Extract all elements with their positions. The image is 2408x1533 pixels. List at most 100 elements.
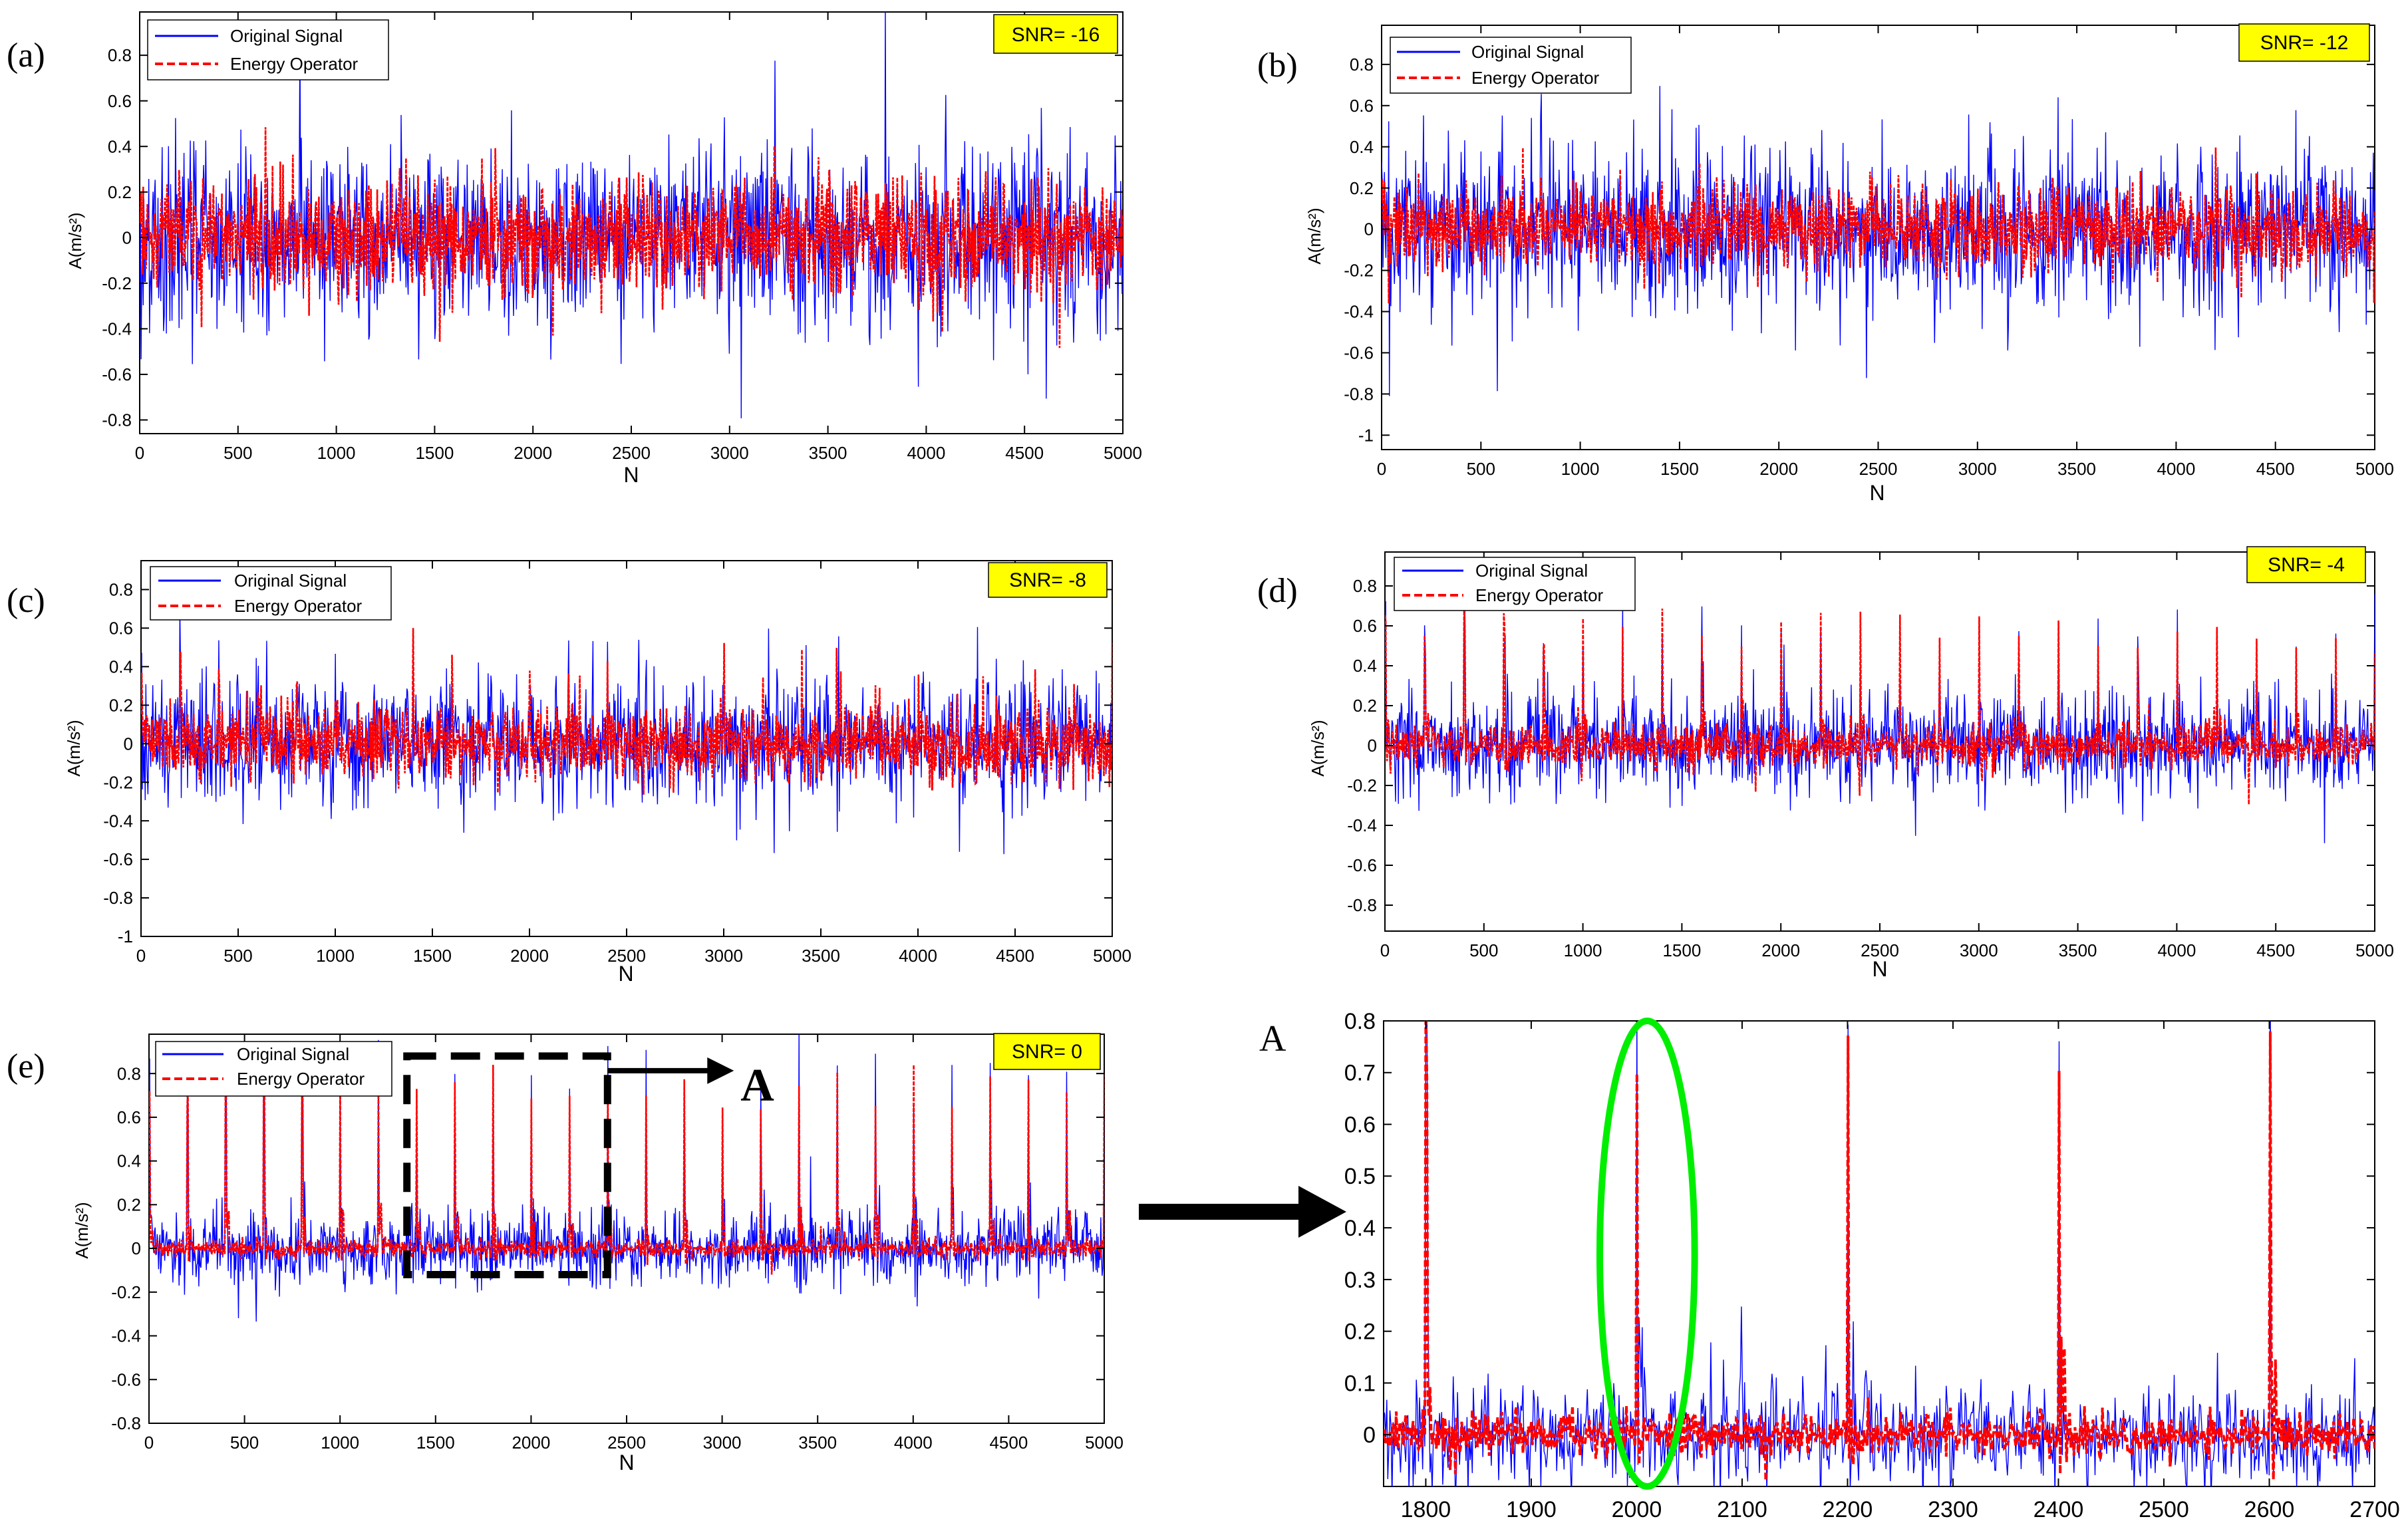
y-tick-label: 0.6	[1350, 96, 1374, 116]
panel-d-legend	[1394, 557, 1636, 611]
x-tick-label: 1000	[1561, 459, 1600, 479]
x-tick-label: 4500	[989, 1433, 1028, 1453]
y-tick-label: -0.4	[103, 811, 133, 831]
x-tick-label: 2000	[510, 946, 549, 966]
panel-d-series	[1385, 593, 2375, 843]
zoom-ticks: 1800 1900 2000 2100 2200 2300 2400 2500 2600 2700…	[1344, 1009, 2400, 1522]
panel-a-snr: SNR= -16	[1012, 24, 1100, 46]
x-tick-label: 2500	[607, 1433, 646, 1453]
y-tick-label: 0.4	[117, 1151, 141, 1171]
x-tick-label: 3000	[703, 1433, 742, 1453]
series-original-signal	[141, 608, 1112, 855]
panel-a-chart: (a) 0 500 1000 1500 2000 2500 3000 3500 4000 4500…	[7, 11, 1142, 487]
panel-d-ticks: 0 500 1000 1500 2000 2500 3000 3500 4000 4500 5000…	[1347, 552, 2394, 960]
series-energy-operator	[141, 628, 1112, 795]
x-tick-label: 1000	[1564, 940, 1602, 960]
y-tick-label: 0.7	[1344, 1061, 1376, 1086]
y-tick-label: -0.8	[111, 1413, 141, 1433]
panel-b-legend-original: Original Signal	[1471, 42, 1584, 62]
y-tick-label: -0.8	[1344, 384, 1374, 404]
zoom-plot-area	[1383, 1020, 2375, 1487]
zoom-box-arrowhead	[707, 1057, 734, 1084]
series-original-signal	[149, 1034, 1104, 1322]
y-tick-label: -0.2	[102, 273, 132, 293]
panel-b-snr: SNR= -12	[2260, 32, 2349, 54]
x-tick-label: 1000	[317, 443, 356, 463]
panel-c-legend-original: Original Signal	[234, 571, 347, 591]
y-tick-label: -0.4	[111, 1326, 141, 1346]
panel-b-chart: (b) 0 500 1000 1500 2000 2500 3000 3500 4000 4500…	[1257, 23, 2394, 505]
y-tick-label: 0.6	[108, 91, 132, 111]
series-energy-operator	[1384, 1021, 2375, 1481]
y-tick-label: -0.6	[111, 1369, 141, 1389]
y-tick-label: 0	[122, 227, 132, 247]
zoom-region-marker: A	[403, 1052, 774, 1279]
y-tick-label: 0.6	[1353, 616, 1377, 636]
panel-e-legend	[155, 1041, 392, 1097]
zoom-series	[1384, 1021, 2375, 1486]
panel-c-series	[141, 608, 1112, 855]
panel-b-ticks: 0 500 1000 1500 2000 2500 3000 3500 4000 4500 5000…	[1344, 25, 2394, 479]
x-tick-label: 0	[1380, 940, 1390, 960]
panel-b-legend-energy: Energy Operator	[1471, 68, 1600, 88]
x-tick-label: 500	[230, 1433, 259, 1453]
y-tick-label: -0.8	[103, 888, 133, 908]
y-tick-label: 0.2	[1344, 1320, 1376, 1345]
y-tick-label: 0.6	[109, 619, 133, 638]
x-tick-label: 1500	[415, 443, 454, 463]
zoom-box	[403, 1052, 611, 1279]
y-tick-label: -0.2	[1347, 775, 1377, 795]
y-tick-label: 0	[132, 1238, 141, 1258]
panel-c-ylabel: A(m/s²)	[64, 720, 84, 776]
x-tick-label: 2100	[1717, 1497, 1767, 1522]
series-energy-operator	[1382, 147, 2375, 304]
highlight-ellipse-shape	[1596, 1018, 1698, 1490]
panel-e-chart: (e) 0 500 1000 1500 2000 2500 3000 3500 4000 4500…	[7, 1033, 1124, 1474]
x-tick-label: 500	[224, 443, 252, 463]
panel-e-snr: SNR= 0	[1012, 1041, 1082, 1063]
y-tick-label: -0.4	[1347, 815, 1377, 835]
y-tick-label: 0.1	[1344, 1371, 1376, 1396]
x-tick-label: 2000	[1759, 459, 1798, 479]
x-tick-label: 2000	[512, 1433, 550, 1453]
x-tick-label: 500	[224, 946, 252, 966]
y-tick-label: 0.6	[1344, 1112, 1376, 1137]
x-tick-label: 1000	[321, 1433, 359, 1453]
panel-a-ylabel: A(m/s²)	[65, 212, 85, 269]
y-tick-label: 0.4	[109, 656, 133, 676]
panel-b-xlabel: N	[1869, 481, 1884, 505]
panel-a-series	[140, 12, 1123, 419]
x-tick-label: 3000	[1960, 940, 1998, 960]
x-tick-label: 1900	[1506, 1497, 1557, 1522]
x-tick-label: 2000	[1761, 940, 1800, 960]
y-tick-label: 0.8	[117, 1063, 141, 1083]
panel-d-ylabel: A(m/s²)	[1308, 720, 1328, 776]
panel-e-ticks: 0 500 1000 1500 2000 2500 3000 3500 4000 4500 5000…	[111, 1034, 1124, 1453]
panel-b-series	[1382, 86, 2375, 396]
x-tick-label: 3500	[809, 443, 847, 463]
series-energy-operator	[1385, 598, 2375, 805]
panel-a-xlabel: N	[623, 463, 639, 487]
series-energy-operator	[149, 1064, 1104, 1275]
x-tick-label: 4500	[996, 946, 1034, 966]
series-energy-operator	[140, 127, 1123, 348]
y-tick-label: -1	[1358, 425, 1374, 445]
zoom-panel-label: A	[1259, 1018, 1286, 1059]
panel-b-ylabel: A(m/s²)	[1304, 208, 1324, 264]
y-tick-label: -0.6	[1344, 343, 1374, 363]
panel-c-snr: SNR= -8	[1009, 569, 1086, 591]
series-original-signal	[1385, 593, 2375, 843]
panel-d-label: (d)	[1257, 572, 1298, 610]
x-tick-label: 5000	[1085, 1433, 1124, 1453]
panel-a-ticks: 0 500 1000 1500 2000 2500 3000 3500 4000 4500 5000…	[102, 12, 1142, 463]
x-tick-label: 3000	[704, 946, 743, 966]
zoom-arrow	[1139, 1186, 1346, 1238]
y-tick-label: 0.8	[1353, 576, 1377, 596]
x-tick-label: 2600	[2244, 1497, 2295, 1522]
y-tick-label: -0.2	[111, 1282, 141, 1302]
panel-d-legend-energy: Energy Operator	[1475, 585, 1604, 605]
y-tick-label: 0.4	[1344, 1216, 1376, 1241]
panel-d-legend-original: Original Signal	[1475, 561, 1588, 581]
y-tick-label: -0.4	[1344, 302, 1374, 322]
y-tick-label: 0.4	[1350, 137, 1374, 157]
